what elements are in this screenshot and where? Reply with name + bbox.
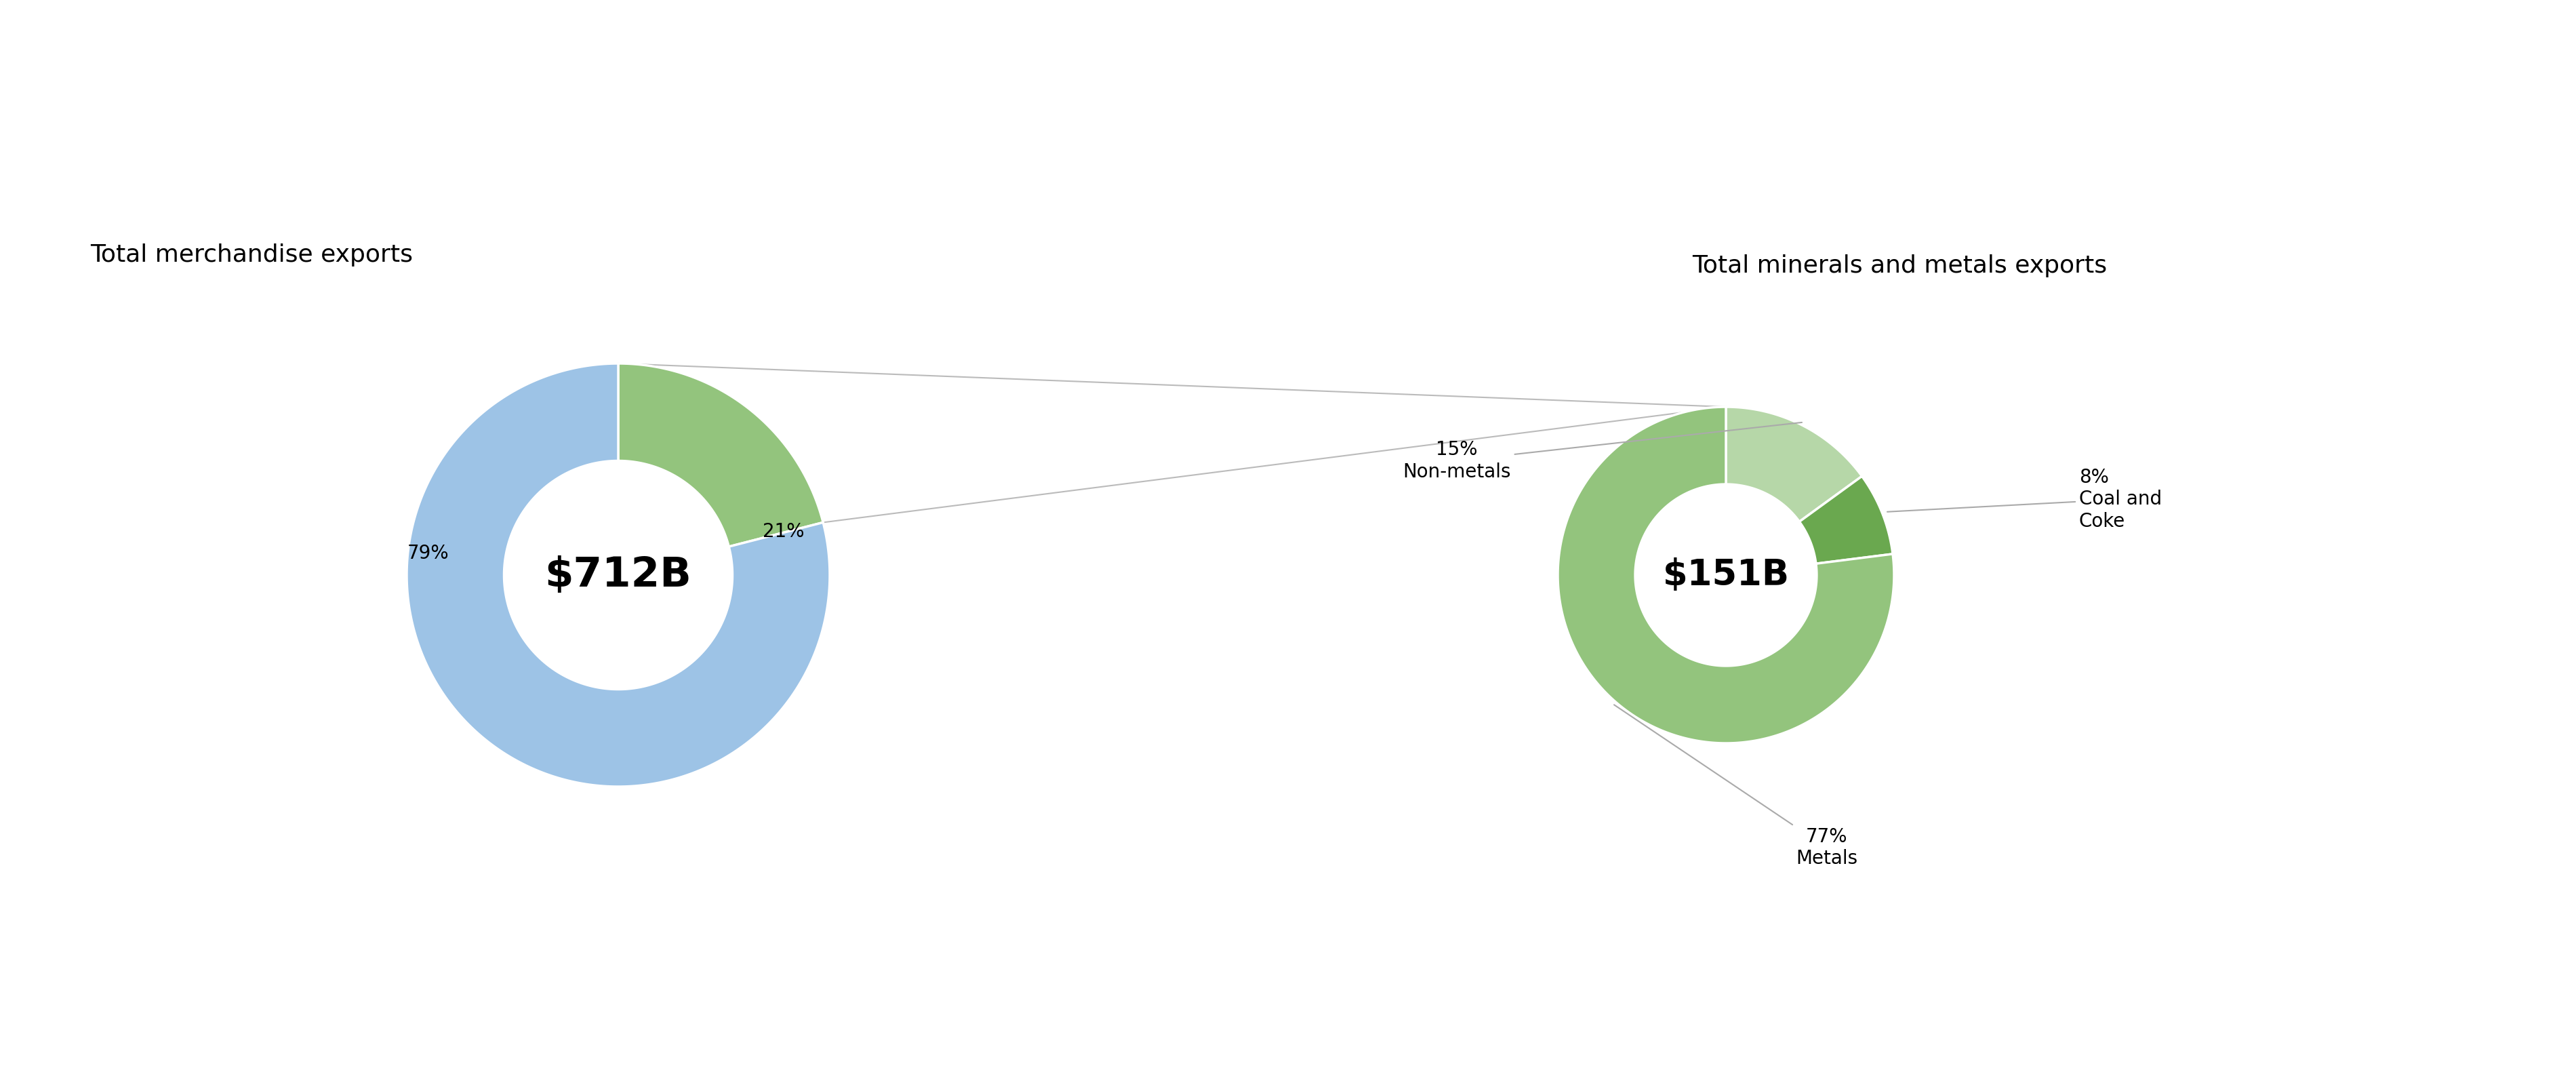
Polygon shape bbox=[1726, 407, 1862, 522]
Polygon shape bbox=[1558, 407, 1893, 743]
Text: $151B: $151B bbox=[1662, 558, 1790, 592]
Text: Total merchandise exports: Total merchandise exports bbox=[90, 243, 412, 267]
Polygon shape bbox=[1801, 476, 1893, 564]
Text: 21%: 21% bbox=[762, 522, 804, 541]
Text: 8%
Coal and
Coke: 8% Coal and Coke bbox=[1888, 468, 2161, 531]
Text: 77%
Metals: 77% Metals bbox=[1615, 705, 1857, 868]
Polygon shape bbox=[618, 363, 824, 547]
Polygon shape bbox=[407, 363, 829, 787]
Text: 15%
Non-metals: 15% Non-metals bbox=[1404, 422, 1801, 481]
Text: 79%: 79% bbox=[407, 544, 448, 563]
Text: $712B: $712B bbox=[544, 556, 693, 595]
Text: Total minerals and metals exports: Total minerals and metals exports bbox=[1692, 254, 2107, 278]
